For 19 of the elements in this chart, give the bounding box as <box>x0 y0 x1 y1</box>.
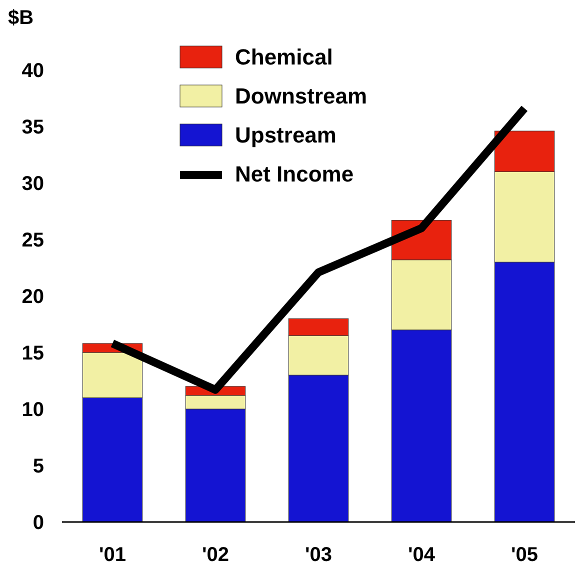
legend-label: Downstream <box>235 84 368 109</box>
y-tick-label: 25 <box>22 230 44 252</box>
x-tick-label: '05 <box>511 544 538 566</box>
x-tick-label: '04 <box>408 544 436 566</box>
legend-label: Chemical <box>235 44 333 70</box>
legend-label: Upstream <box>235 122 336 148</box>
y-tick-label: 20 <box>22 286 44 308</box>
y-tick-label: 15 <box>22 342 44 364</box>
y-axis-title: $B <box>8 7 34 29</box>
legend-label: Net Income <box>235 162 354 187</box>
x-tick-label: '02 <box>202 544 229 566</box>
y-tick-label: 5 <box>32 456 44 478</box>
x-tick-label: '01 <box>98 544 126 566</box>
y-tick-label: 30 <box>22 173 44 195</box>
y-tick-label: 10 <box>22 399 44 421</box>
x-tick-label: '03 <box>304 544 332 566</box>
y-tick-label: 0 <box>32 512 44 534</box>
y-tick-label: 35 <box>22 116 44 138</box>
y-tick-label: 40 <box>22 60 44 82</box>
